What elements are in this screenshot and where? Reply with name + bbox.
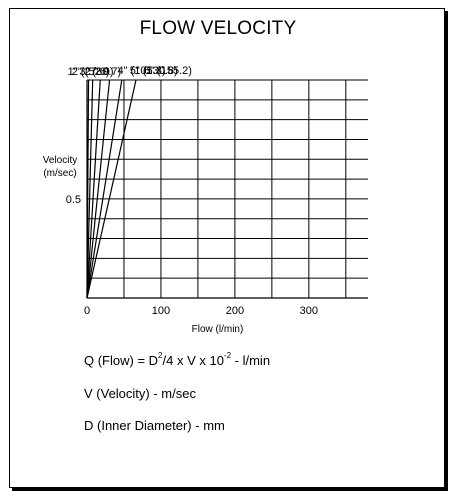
velocity-definition: V (Velocity) - m/sec — [84, 386, 196, 401]
x-axis-label: Flow (l/min) — [192, 324, 244, 335]
series-line — [86, 79, 123, 299]
series-label: 1" (27.6) — [68, 66, 110, 78]
series-label: 4" (105.3) — [118, 65, 166, 77]
series-line — [86, 79, 94, 299]
y-axis-label: Velocity — [43, 155, 77, 166]
y-tick-label: 0.5 — [66, 194, 81, 206]
flow-formula-exp1: 2 — [158, 351, 163, 360]
chart-title: FLOW VELOCITY — [139, 18, 297, 39]
series-line — [86, 79, 111, 299]
x-tick-label: 0 — [84, 305, 90, 317]
series-label: 3" (80.7) — [79, 66, 121, 78]
flow-formula: Q (Flow) = D2/4 x V x 10-2 - l/min — [84, 351, 271, 369]
chart-frame — [9, 8, 445, 488]
series-label: 5" (130.8) — [130, 65, 178, 77]
series-label: 6" (155.2) — [144, 65, 192, 77]
series-line — [86, 79, 101, 299]
diameter-definition: D (Inner Diameter) - mm — [84, 418, 225, 433]
grid — [87, 79, 368, 298]
flow-formula-suffix: - l/min — [231, 353, 271, 368]
x-tick-label: 300 — [300, 305, 318, 317]
x-tick-label: 100 — [152, 305, 170, 317]
axes — [86, 80, 368, 299]
x-tick-label: 200 — [226, 305, 244, 317]
y-axis-label: (m/sec) — [43, 168, 76, 179]
flow-formula-prefix: Q (Flow) = D — [84, 353, 159, 368]
labels: 0 100 200 300 0.5 Flow (l/min) Velocity (m/sec)… — [43, 65, 318, 335]
flow-formula-exp2: -2 — [223, 351, 232, 360]
series-line — [86, 79, 137, 299]
flow-formula-mid: /4 x V x 10 — [162, 353, 224, 368]
series-lines — [86, 79, 137, 299]
series-label: 2" (52.9) — [72, 66, 114, 78]
